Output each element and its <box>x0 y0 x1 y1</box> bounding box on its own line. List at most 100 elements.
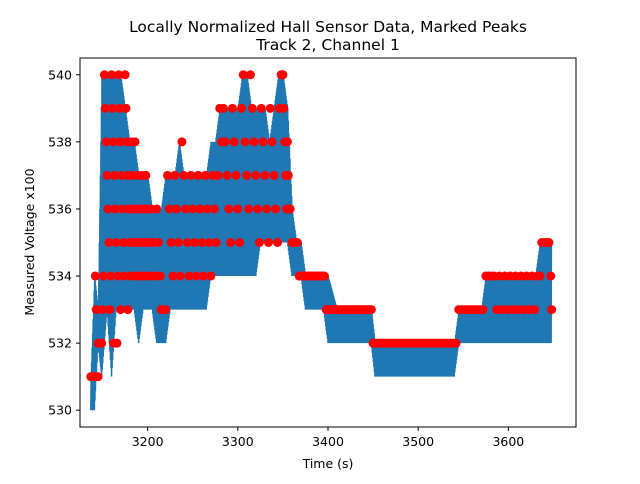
series-line <box>90 74 553 411</box>
peak-marker <box>101 137 111 147</box>
peak-marker <box>544 238 554 247</box>
peak-marker <box>271 204 281 214</box>
chart-title-line2: Track 2, Channel 1 <box>255 36 400 54</box>
peak-marker <box>91 305 101 315</box>
peak-marker <box>222 170 232 180</box>
y-tick-label: 536 <box>48 201 72 216</box>
peak-marker <box>127 170 137 180</box>
peak-marker <box>161 305 171 315</box>
peak-marker <box>114 70 124 80</box>
peak-marker <box>117 204 127 214</box>
peak-marker <box>173 238 183 247</box>
peak-marker <box>177 137 187 147</box>
peak-marker <box>249 137 259 147</box>
peak-marker <box>218 103 228 113</box>
peak-marker <box>109 170 119 180</box>
peak-marker <box>110 204 120 214</box>
y-tick-label: 530 <box>48 403 72 418</box>
peak-marker <box>254 238 264 247</box>
peak-marker <box>227 103 237 113</box>
peak-marker <box>100 103 110 113</box>
peak-marker <box>213 170 223 180</box>
peak-marker <box>93 372 103 382</box>
peak-marker <box>204 238 214 247</box>
peak-marker <box>546 271 556 281</box>
peak-marker <box>106 271 116 281</box>
x-tick-label: 3300 <box>222 434 254 449</box>
peak-marker <box>279 103 289 113</box>
peak-marker <box>186 170 196 180</box>
peak-marker <box>319 271 329 281</box>
peak-marker <box>211 238 221 247</box>
peak-marker <box>98 271 108 281</box>
peak-marker <box>199 271 209 281</box>
peak-marker <box>118 238 128 247</box>
peak-marker <box>256 103 266 113</box>
peak-marker <box>116 170 126 180</box>
peak-marker <box>103 204 113 214</box>
peak-marker <box>273 238 282 247</box>
peak-marker <box>278 70 288 80</box>
peak-marker <box>231 170 241 180</box>
peak-marker <box>107 70 117 80</box>
peak-marker <box>244 204 254 214</box>
peak-marker <box>195 204 205 214</box>
peak-marker <box>175 271 185 281</box>
peak-marker <box>245 70 255 80</box>
peak-marker <box>170 170 180 180</box>
peak-marker <box>224 204 234 214</box>
peak-marker <box>116 305 126 315</box>
peak-marker <box>238 70 248 80</box>
peak-marker <box>115 103 125 113</box>
peak-marker <box>162 170 172 180</box>
peak-marker <box>258 137 268 147</box>
peak-marker <box>236 103 246 113</box>
peak-marker <box>283 170 293 180</box>
peak-marker <box>152 204 162 214</box>
peak-marker <box>206 271 216 281</box>
peak-marker <box>366 305 376 315</box>
x-axis: 3200 3300 3400 3500 3600 <box>132 427 524 449</box>
y-tick-label: 540 <box>48 67 72 82</box>
y-tick-label: 534 <box>48 269 72 284</box>
peak-marker <box>220 137 230 147</box>
peak-marker <box>111 238 121 247</box>
x-tick-label: 3200 <box>132 434 164 449</box>
peak-marker <box>247 103 257 113</box>
peak-marker <box>451 338 461 348</box>
peak-markers <box>86 70 557 382</box>
peak-marker <box>99 70 109 80</box>
peak-marker <box>188 204 198 214</box>
y-axis-label: Measured Voltage x100 <box>22 168 37 315</box>
peak-marker <box>105 305 115 315</box>
peak-marker <box>253 204 263 214</box>
peak-marker <box>120 70 130 80</box>
peak-marker <box>182 238 192 247</box>
peak-marker <box>184 271 194 281</box>
peak-marker <box>191 271 201 281</box>
peak-marker <box>181 204 191 214</box>
peak-marker <box>97 338 107 348</box>
peak-marker <box>102 170 112 180</box>
peak-marker <box>168 271 178 281</box>
peak-marker <box>123 305 133 315</box>
peak-marker <box>478 305 488 315</box>
peak-marker <box>262 204 272 214</box>
peak-marker <box>235 238 245 247</box>
peak-marker <box>190 238 200 247</box>
chart-title-line1: Locally Normalized Hall Sensor Data, Mar… <box>129 18 527 36</box>
peak-marker <box>121 103 131 113</box>
peak-marker <box>292 238 302 247</box>
peak-marker <box>153 238 163 247</box>
peak-marker <box>530 305 540 315</box>
peak-marker <box>202 204 212 214</box>
peak-marker <box>285 204 295 214</box>
x-tick-label: 3600 <box>492 434 524 449</box>
peak-marker <box>240 137 250 147</box>
peak-marker <box>90 271 100 281</box>
peak-marker <box>98 305 108 315</box>
peak-marker <box>119 271 129 281</box>
peak-marker <box>263 238 273 247</box>
x-tick-label: 3500 <box>402 434 434 449</box>
